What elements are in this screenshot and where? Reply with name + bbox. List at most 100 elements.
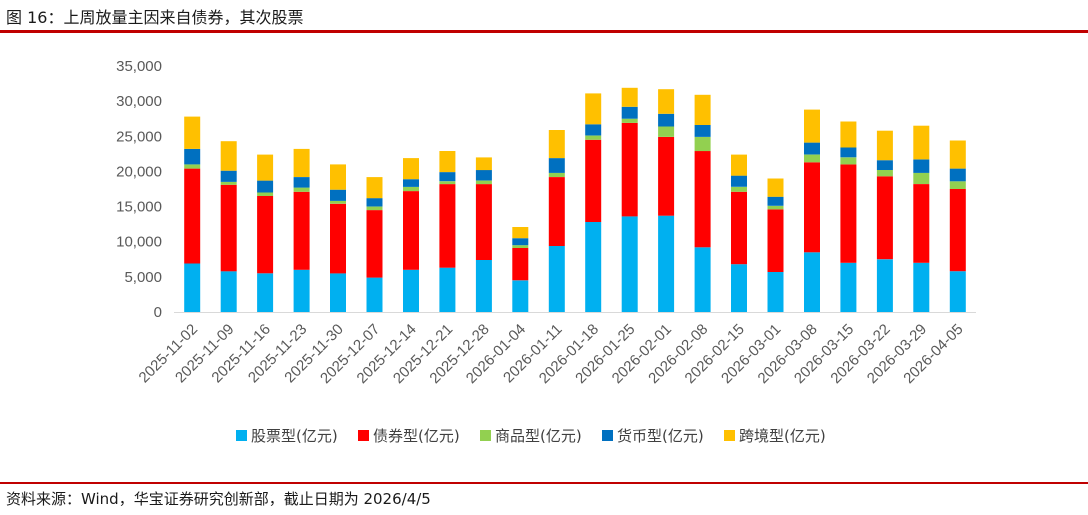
bar-segment-s3-c21: [949, 168, 966, 182]
bar-segment-s4-c2: [257, 154, 274, 181]
bar-segment-s0-c13: [658, 215, 675, 312]
y-tick-label: 25,000: [116, 128, 162, 145]
legend-swatch: [236, 430, 247, 441]
bar-segment-s4-c21: [949, 140, 966, 169]
bar-segment-s2-c14: [694, 137, 711, 152]
bar-segment-s2-c13: [658, 126, 675, 137]
legend-swatch: [724, 430, 735, 441]
bar-segment-s1-c3: [293, 191, 310, 270]
figure-title: 图 16：上周放量主因来自债券，其次股票: [6, 8, 304, 27]
legend-item: 股票型(亿元): [236, 427, 338, 445]
bar-segment-s2-c4: [330, 200, 346, 204]
bar-segment-s1-c12: [621, 122, 638, 217]
y-tick-label: 15,000: [116, 199, 162, 216]
legend-layer: 股票型(亿元) 债券型(亿元) 商品型(亿元) 货币型(亿元) 跨境型(亿元): [236, 427, 826, 445]
bar-segment-s1-c17: [804, 162, 820, 253]
bar-segment-s4-c5: [366, 177, 383, 199]
bar-segment-s1-c11: [585, 139, 602, 222]
bar-segment-s3-c7: [439, 172, 456, 182]
legend-item: 商品型(亿元): [480, 427, 582, 445]
bar-segment-s4-c3: [293, 148, 310, 177]
legend-item: 跨境型(亿元): [724, 427, 826, 445]
bar-segment-s3-c18: [840, 147, 857, 158]
bar-segment-s1-c14: [694, 151, 711, 248]
bar-segment-s3-c14: [694, 125, 711, 137]
bar-segment-s2-c2: [257, 192, 274, 196]
bar-segment-s2-c15: [731, 186, 747, 192]
legend-label: 债券型(亿元): [373, 427, 460, 445]
bar-segment-s3-c12: [621, 106, 638, 119]
bar-segment-s3-c9: [512, 238, 529, 246]
bar-segment-s2-c1: [220, 182, 237, 185]
bar-segment-s4-c19: [876, 130, 893, 161]
legend-swatch: [358, 430, 369, 441]
legend-item: 货币型(亿元): [602, 427, 704, 445]
bar-segment-s3-c6: [403, 179, 419, 187]
bar-segment-s1-c1: [220, 184, 237, 272]
y-tick-label: 10,000: [116, 234, 162, 251]
bar-segment-s3-c2: [257, 180, 274, 193]
bar-segment-s0-c6: [403, 269, 419, 312]
bar-segment-s0-c21: [949, 271, 966, 312]
bar-segment-s0-c1: [220, 271, 237, 312]
bar-segment-s3-c15: [731, 175, 747, 187]
bar-segment-s2-c9: [512, 245, 529, 248]
bar-segment-s0-c9: [512, 280, 529, 312]
legend-swatch: [602, 430, 613, 441]
bar-segment-s2-c7: [439, 181, 456, 185]
legend-label: 货币型(亿元): [617, 427, 704, 445]
bar-segment-s0-c2: [257, 273, 274, 312]
bar-segment-s2-c20: [913, 172, 930, 184]
bar-segment-s4-c8: [475, 157, 492, 171]
bar-segment-s4-c16: [767, 178, 784, 197]
bar-segment-s0-c10: [548, 245, 565, 312]
bar-segment-s1-c10: [548, 177, 565, 246]
bar-segment-s2-c16: [767, 205, 784, 210]
bar-segment-s0-c20: [913, 262, 930, 312]
top-rule: [0, 30, 1088, 33]
bar-segment-s4-c17: [804, 109, 820, 143]
bar-segment-s1-c21: [949, 189, 966, 272]
y-tick-label: 35,000: [116, 58, 162, 75]
bar-segment-s4-c11: [585, 93, 602, 125]
bar-segment-s3-c19: [876, 160, 893, 170]
bar-segment-s4-c15: [731, 154, 747, 176]
bar-segment-s3-c8: [475, 170, 492, 181]
bar-segment-s2-c5: [366, 206, 383, 211]
bar-segment-s2-c10: [548, 172, 565, 177]
bar-segment-s3-c17: [804, 142, 820, 155]
bar-segment-s1-c18: [840, 164, 857, 263]
bar-segment-s1-c8: [475, 184, 492, 260]
bar-segment-s1-c6: [403, 191, 419, 270]
bar-segment-s1-c9: [512, 248, 529, 281]
bar-segment-s4-c9: [512, 227, 529, 239]
source-note: 资料来源：Wind，华宝证券研究创新部，截止日期为 2026/4/5: [6, 490, 431, 508]
bar-segment-s0-c11: [585, 222, 602, 312]
legend-swatch: [480, 430, 491, 441]
bar-segment-s2-c11: [585, 135, 602, 140]
bar-segment-s1-c2: [257, 196, 274, 274]
bar-segment-s2-c18: [840, 157, 857, 165]
bar-segment-s3-c20: [913, 159, 930, 173]
bar-segment-s1-c15: [731, 191, 747, 265]
bar-segment-s2-c6: [403, 186, 419, 192]
bar-segment-s0-c15: [731, 264, 747, 312]
y-tick-label: 20,000: [116, 163, 162, 180]
bar-segment-s0-c19: [876, 259, 893, 312]
bar-segment-s2-c17: [804, 154, 820, 163]
bar-segment-s4-c18: [840, 121, 857, 148]
bar-segment-s3-c3: [293, 177, 310, 188]
bar-segment-s0-c8: [475, 260, 492, 312]
bars-layer: [184, 87, 966, 312]
bar-segment-s0-c3: [293, 269, 310, 312]
bar-segment-s3-c10: [548, 158, 565, 173]
bar-segment-s1-c5: [366, 210, 383, 278]
bar-segment-s1-c4: [330, 203, 346, 274]
bar-segment-s2-c0: [184, 164, 201, 169]
bar-segment-s0-c16: [767, 271, 784, 312]
bar-segment-s4-c10: [548, 130, 565, 159]
bar-segment-s3-c11: [585, 124, 602, 136]
legend-label: 股票型(亿元): [251, 427, 338, 445]
bottom-rule: [0, 482, 1088, 484]
